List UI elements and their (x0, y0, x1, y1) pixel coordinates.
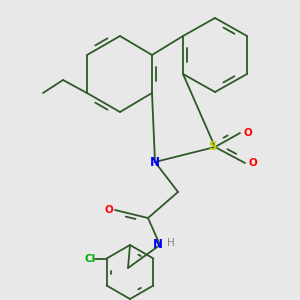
Text: O: O (248, 158, 257, 168)
Text: N: N (150, 155, 160, 169)
Text: S: S (208, 140, 216, 154)
Text: O: O (105, 205, 113, 215)
Text: H: H (167, 238, 174, 248)
Text: Cl: Cl (85, 254, 96, 263)
Text: O: O (243, 128, 252, 138)
Text: N: N (153, 238, 163, 251)
